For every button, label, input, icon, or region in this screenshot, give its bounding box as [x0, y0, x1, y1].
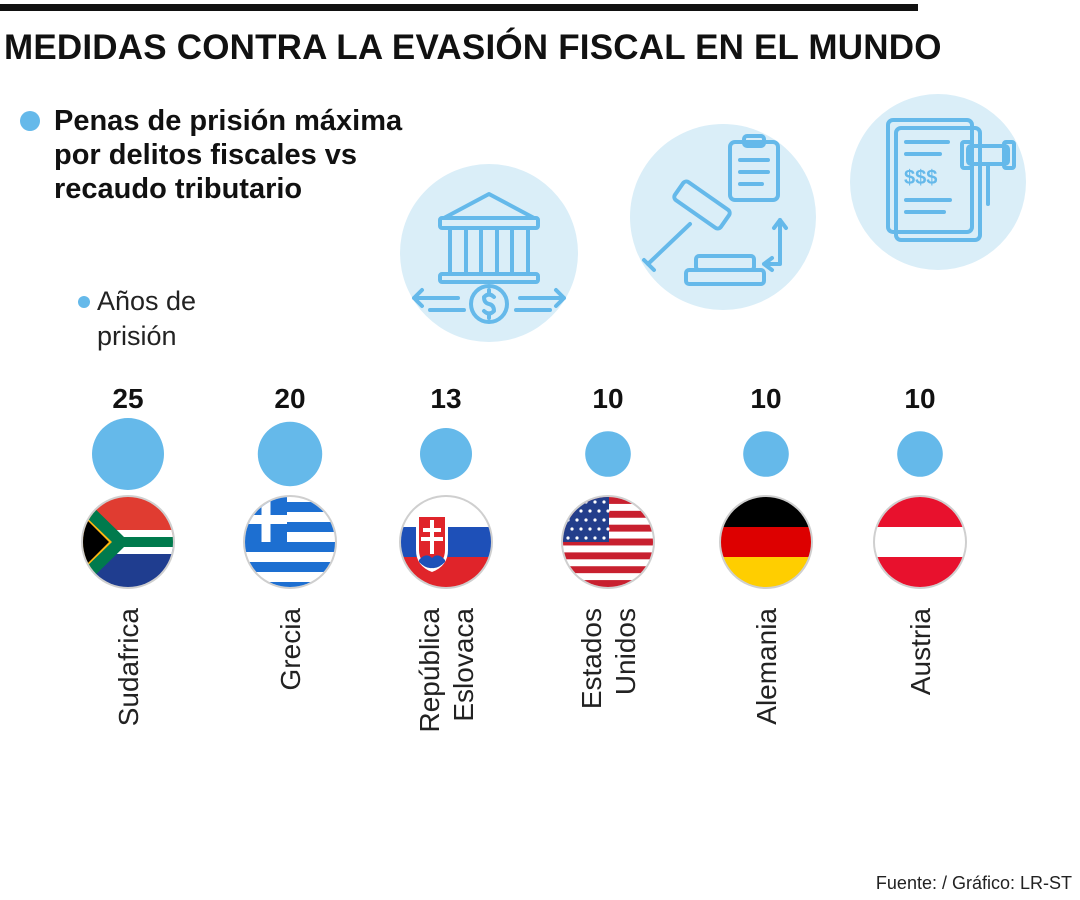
category-label: Sudafrica: [113, 608, 144, 727]
value-bubble: [257, 421, 323, 487]
value-bubble: [585, 431, 631, 477]
subtitle: Penas de prisión máxima por delitos fisc…: [54, 104, 454, 206]
south-africa-flag-icon: [81, 495, 175, 589]
bubble-chart: 25 20 13 10 10 10: [81, 383, 967, 733]
category-label: Estados: [576, 608, 607, 709]
value-label: 20: [274, 383, 305, 414]
page-title: MEDIDAS CONTRA LA EVASIÓN FISCAL EN EL M…: [4, 28, 942, 67]
subtitle-line: Penas de prisión máxima: [54, 105, 403, 137]
germany-flag-icon: [719, 495, 813, 589]
value-label: 10: [592, 383, 623, 414]
legend-label: Años de prisión: [97, 284, 217, 354]
legend-label-line: Años de: [97, 286, 197, 316]
category-label: Unidos: [610, 608, 641, 695]
value-bubble: [897, 431, 943, 477]
svg-text:$$$: $$$: [904, 167, 937, 189]
value-bubble: [92, 418, 164, 490]
subtitle-line: recaudo tributario: [54, 173, 303, 205]
value-bubble: [743, 431, 789, 477]
tax-document-gavel-icon: $$$: [850, 94, 1026, 270]
gavel-clipboard-icon: [630, 124, 816, 310]
source-footer: Fuente: / Gráfico: LR-ST: [875, 873, 1072, 893]
bank-building-icon: [400, 164, 578, 342]
value-label: 10: [904, 383, 935, 414]
value-label: 10: [750, 383, 781, 414]
category-label: República: [414, 608, 445, 733]
top-rule: [0, 4, 918, 11]
austria-flag-icon: [873, 495, 967, 589]
legend-dot: [78, 296, 90, 308]
subtitle-line: por delitos fiscales vs: [54, 139, 358, 171]
subtitle-bullet: [20, 111, 40, 131]
value-label: 25: [112, 383, 143, 414]
category-label: Grecia: [275, 608, 306, 691]
slovakia-flag-icon: [399, 495, 493, 589]
category-label: Eslovaca: [448, 608, 479, 722]
greece-flag-icon: [243, 495, 337, 589]
value-bubble: [420, 428, 472, 480]
category-label: Alemania: [751, 608, 782, 725]
usa-flag-icon: [561, 495, 655, 589]
category-label: Austria: [905, 608, 936, 696]
legend-label-line: prisión: [97, 321, 177, 351]
value-label: 13: [430, 383, 461, 414]
